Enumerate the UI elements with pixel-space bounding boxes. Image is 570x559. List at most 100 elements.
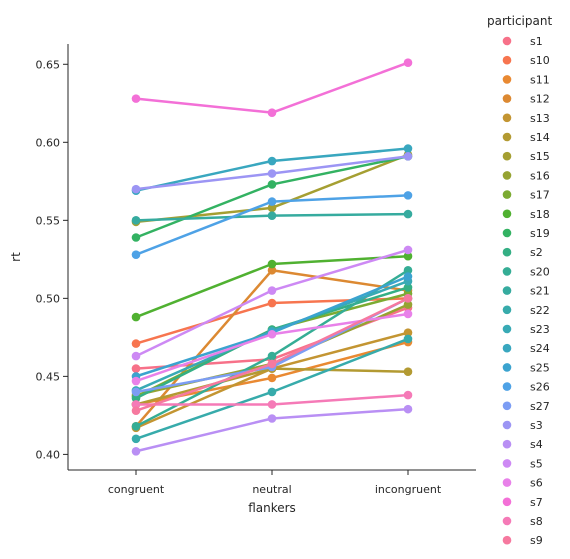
legend-item: s26 [502,381,550,394]
legend-marker [502,459,512,468]
data-point [267,373,277,383]
legend-label: s7 [530,496,543,509]
y-tick-label: 0.40 [36,448,61,461]
legend-item: s19 [502,227,550,240]
series-s5 [131,245,413,361]
legend-item: s1 [502,35,543,48]
data-point [267,414,277,423]
x-tick-label: congruent [108,483,165,496]
legend-item: s10 [502,54,550,67]
data-point [267,265,277,275]
legend-marker [502,267,512,276]
axes-layer: 0.40 0.45 0.50 0.55 0.60 0.65 congruent neutra… [36,44,476,496]
data-point [403,309,413,319]
legend-label: s15 [530,150,550,163]
legend-label: s13 [530,112,550,125]
legend-item: s22 [502,304,550,317]
legend-title: participant [487,14,552,28]
legend-label: s6 [530,477,543,490]
legend-item: s6 [502,477,543,490]
legend-label: s20 [530,265,550,278]
series-s4 [131,404,413,456]
legend-marker [502,113,512,123]
legend-item: s24 [502,342,550,355]
legend-label: s17 [530,189,550,202]
data-point [267,259,277,269]
legend-marker [502,324,512,334]
legend-item: s2 [502,246,543,259]
x-ticks: congruent neutral incongruent [108,470,442,496]
series-s9 [131,294,413,416]
legend-label: s18 [530,208,550,221]
data-point [403,300,413,309]
legend-marker [502,36,512,46]
legend-item: s14 [502,131,550,144]
legend-label: s27 [530,400,550,413]
x-tick-label: incongruent [375,483,442,496]
data-point [267,359,277,369]
data-point [267,351,277,361]
data-point [131,339,141,348]
data-point [131,216,141,225]
legend-item: s7 [502,496,543,509]
y-ticks: 0.40 0.45 0.50 0.55 0.60 0.65 [36,58,68,461]
data-point [267,108,277,117]
data-point [267,156,277,166]
data-point [403,294,413,303]
legend-label: s24 [530,342,550,355]
data-point [131,393,141,403]
data-point [403,334,413,344]
legend-item: s9 [502,534,543,547]
data-point [267,180,277,189]
legend-item: s16 [502,169,550,182]
legend-item: s21 [502,285,550,298]
legend-marker [502,228,512,238]
legend-marker [502,151,512,161]
y-tick-label: 0.65 [36,58,61,71]
data-point [403,152,413,161]
data-point [131,364,141,373]
legend-marker [502,94,512,103]
legend-marker [502,439,512,449]
legend-marker [502,401,512,411]
data-point [403,209,413,219]
data-point [131,94,141,103]
data-point [267,298,277,308]
legend-item: s23 [502,323,550,336]
legend-marker [502,171,512,180]
legend-marker [502,209,512,219]
data-point [403,390,413,400]
data-point [267,387,277,397]
legend-items: s1 s10 s11 s12 s13 s14 s15 s16 s17 s18 s19 s2 s20 s21… [502,35,550,547]
legend-label: s5 [530,457,543,470]
legend-item: s20 [502,265,550,278]
data-point [267,203,277,213]
legend-item: s12 [502,93,550,106]
series-s3 [131,152,413,194]
data-point [267,197,277,206]
legend-marker [502,497,512,507]
y-tick-label: 0.45 [36,370,61,383]
legend-label: s9 [530,534,543,547]
series-line [134,61,410,114]
legend-marker [502,478,512,487]
legend-item: s13 [502,112,550,125]
series-s8 [131,390,413,409]
data-point [131,233,141,242]
data-point [403,404,413,414]
data-point [131,446,141,456]
data-point [267,400,277,409]
legend-label: s23 [530,323,550,336]
data-point [131,376,141,386]
series-s26 [131,191,413,259]
legend-label: s4 [530,438,543,451]
legend-marker [502,190,512,199]
legend-marker [502,132,512,142]
x-axis-label: flankers [248,501,296,515]
legend-marker [502,535,512,545]
legend-label: s16 [530,169,550,182]
y-tick-label: 0.50 [36,292,61,305]
data-point [403,283,413,292]
data-point [131,184,141,194]
